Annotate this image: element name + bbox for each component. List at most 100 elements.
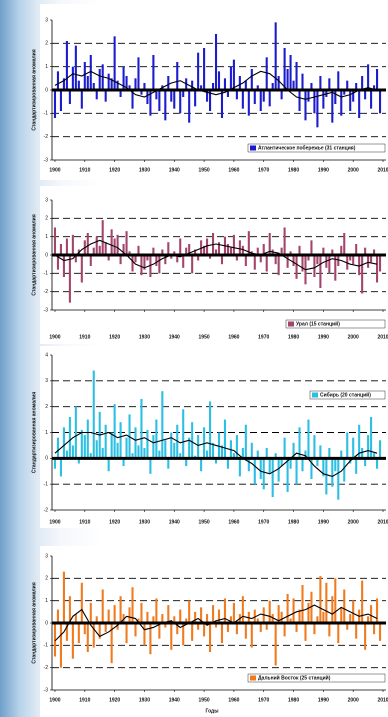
bar <box>164 90 166 120</box>
y-tick-label: 1 <box>45 598 48 604</box>
bar <box>152 435 154 458</box>
y-tick-label: 4 <box>45 352 48 358</box>
bar <box>99 69 101 90</box>
bar <box>102 590 104 624</box>
bar <box>164 440 166 458</box>
bar <box>355 244 357 255</box>
x-tick-label: 1990 <box>318 519 329 525</box>
x-tick-label: 2010 <box>377 697 388 703</box>
bar <box>293 255 295 266</box>
y-tick-label: -3 <box>44 307 49 313</box>
y-tick-label: 0 <box>45 456 48 462</box>
bar <box>260 458 262 479</box>
bar <box>167 605 169 623</box>
x-tick-label: 1920 <box>109 167 120 173</box>
bar <box>269 458 271 474</box>
bar <box>248 90 250 116</box>
bar <box>293 598 295 623</box>
bar <box>254 255 256 270</box>
bar <box>224 78 226 90</box>
bar <box>269 90 271 106</box>
bar <box>328 78 330 90</box>
y-tick-label: -1 <box>44 643 49 649</box>
x-tick-label: 2010 <box>377 167 388 173</box>
bar <box>266 57 268 90</box>
bar <box>352 438 354 459</box>
bar <box>126 438 128 459</box>
bar <box>254 458 256 484</box>
bar <box>218 610 220 623</box>
y-tick-label: 1 <box>45 430 48 436</box>
bar <box>301 255 303 272</box>
bar <box>284 438 286 459</box>
bar <box>227 458 229 468</box>
x-tick-label: 2010 <box>377 519 388 525</box>
bar <box>131 255 133 272</box>
bar <box>343 590 345 624</box>
x-tick-label: 1920 <box>109 697 120 703</box>
bar <box>304 90 306 120</box>
bar <box>319 576 321 623</box>
bar <box>173 90 175 109</box>
bar <box>361 448 363 458</box>
bar <box>307 90 309 102</box>
bar <box>146 430 148 458</box>
bar <box>370 605 372 623</box>
bar <box>105 425 107 459</box>
bar <box>331 458 333 486</box>
bar <box>114 605 116 623</box>
bar <box>60 458 62 476</box>
bar <box>242 448 244 458</box>
bar <box>358 255 360 275</box>
y-tick-label: 1 <box>45 64 48 70</box>
bar <box>63 255 65 277</box>
bar <box>239 76 241 90</box>
bar <box>284 228 286 256</box>
bar <box>137 57 139 90</box>
bar <box>87 420 89 459</box>
bar <box>379 90 381 113</box>
bar <box>105 242 107 255</box>
bar <box>284 623 286 636</box>
bar <box>313 90 315 113</box>
bar <box>245 255 247 266</box>
bar <box>215 34 217 90</box>
x-tick-label: 1940 <box>169 519 180 525</box>
bar <box>149 458 151 474</box>
x-tick-label: 1990 <box>318 334 329 340</box>
bar <box>236 623 238 634</box>
bar <box>155 420 157 459</box>
bar <box>188 90 190 123</box>
bar <box>200 458 202 471</box>
bar <box>290 458 292 468</box>
y-axis-title: Стандартизированная аномалия <box>31 214 37 295</box>
legend-swatch <box>312 393 318 398</box>
bar <box>340 90 342 116</box>
bar <box>194 90 196 106</box>
bar <box>197 435 199 458</box>
bar <box>60 623 62 668</box>
bar <box>275 623 277 665</box>
bar <box>203 48 205 90</box>
y-tick-label: -2 <box>44 665 49 671</box>
bar <box>206 239 208 256</box>
bar <box>325 458 327 494</box>
bar <box>352 90 354 102</box>
bar <box>111 229 113 255</box>
bar <box>319 445 321 458</box>
bar <box>212 605 214 623</box>
bar <box>143 448 145 458</box>
bar <box>343 233 345 255</box>
bar <box>90 603 92 623</box>
bar <box>158 255 160 273</box>
bar <box>367 255 369 268</box>
x-tick-label: 1960 <box>228 334 239 340</box>
bar <box>355 623 357 639</box>
y-axis-title: Стандартизированная аномалия <box>31 582 37 663</box>
x-tick-label: 1930 <box>139 519 150 525</box>
legend-label: Сибирь (20 станций) <box>320 391 371 398</box>
bar <box>367 435 369 458</box>
bar <box>105 90 107 102</box>
bar <box>134 623 136 636</box>
bar <box>340 607 342 623</box>
